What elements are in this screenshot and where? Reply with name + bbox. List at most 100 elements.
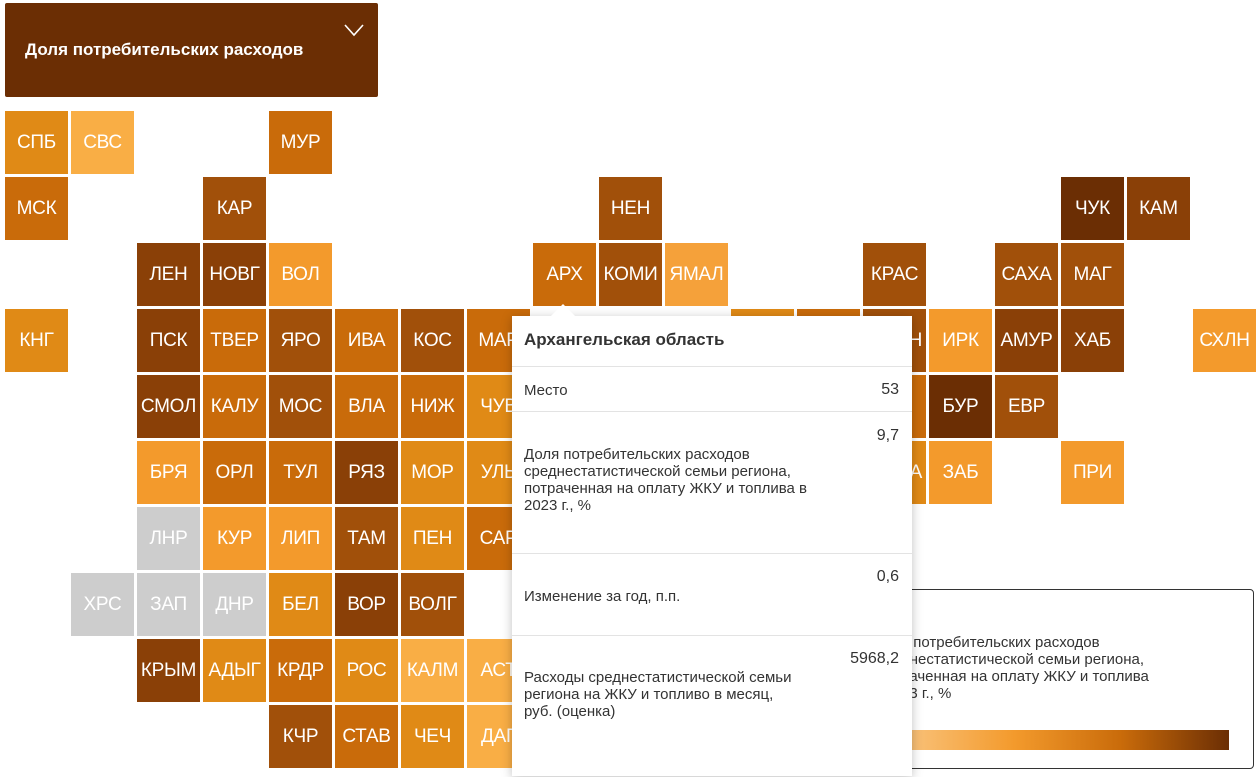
region-tile-ирк[interactable]: ИРК	[929, 309, 992, 372]
region-code: СВС	[83, 131, 122, 153]
region-tile-чук[interactable]: ЧУК	[1061, 177, 1124, 240]
tooltip-value: 0,6	[876, 568, 899, 585]
region-code: ХАБ	[1074, 329, 1111, 351]
region-code: АМУР	[1000, 329, 1053, 351]
region-tile-тул[interactable]: ТУЛ	[269, 441, 332, 504]
region-tile-partial[interactable]: Н	[863, 309, 926, 372]
region-dropdown[interactable]: Доля потребительских расходов	[5, 3, 378, 97]
region-tile-бел[interactable]: БЕЛ	[269, 573, 332, 636]
region-tile-нен[interactable]: НЕН	[599, 177, 662, 240]
region-code: ТУЛ	[283, 461, 318, 483]
tooltip-row-rank: Место 53	[512, 366, 912, 412]
region-tile-лен[interactable]: ЛЕН	[137, 243, 200, 306]
region-tile-мос[interactable]: МОС	[269, 375, 332, 438]
region-code: КАЛМ	[406, 659, 459, 681]
region-tile-хрс[interactable]: ХРС	[71, 573, 134, 636]
region-tile-свс[interactable]: СВС	[71, 111, 134, 174]
region-tile-крас[interactable]: КРАС	[863, 243, 926, 306]
region-code: ЧЕЧ	[413, 725, 452, 747]
tooltip-row-expenses: Расходы среднестатистической семьи регио…	[512, 635, 912, 777]
region-tile-спб[interactable]: СПБ	[5, 111, 68, 174]
region-tile-пен[interactable]: ПЕН	[401, 507, 464, 570]
region-tile-евр[interactable]: ЕВР	[995, 375, 1058, 438]
region-tile-смол[interactable]: СМОЛ	[137, 375, 200, 438]
region-tile-мор[interactable]: МОР	[401, 441, 464, 504]
region-tile-маг[interactable]: МАГ	[1061, 243, 1124, 306]
region-code: СМОЛ	[140, 395, 197, 417]
region-tile-мск[interactable]: МСК	[5, 177, 68, 240]
region-tile-вла[interactable]: ВЛА	[335, 375, 398, 438]
region-tile-вол[interactable]: ВОЛ	[269, 243, 332, 306]
region-code: ИРК	[942, 329, 979, 351]
region-code: ВОЛГ	[408, 593, 457, 615]
region-tile-коми[interactable]: КОМИ	[599, 243, 662, 306]
region-code: А	[909, 461, 923, 483]
region-tile-яро[interactable]: ЯРО	[269, 309, 332, 372]
region-tile-ива[interactable]: ИВА	[335, 309, 398, 372]
region-code: КАР	[216, 197, 253, 219]
region-tile-пск[interactable]: ПСК	[137, 309, 200, 372]
region-tile-бря[interactable]: БРЯ	[137, 441, 200, 504]
region-tile-лип[interactable]: ЛИП	[269, 507, 332, 570]
tooltip-label: Изменение за год, п.п.	[524, 588, 681, 605]
region-code: ДАГ	[481, 725, 516, 747]
region-tile-кос[interactable]: КОС	[401, 309, 464, 372]
region-tile-зап[interactable]: ЗАП	[137, 573, 200, 636]
legend-color-scale	[907, 730, 1229, 750]
region-tile-лнр[interactable]: ЛНР	[137, 507, 200, 570]
region-tile-мур[interactable]: МУР	[269, 111, 332, 174]
region-tile-твер[interactable]: ТВЕР	[203, 309, 266, 372]
region-tile-кнг[interactable]: КНГ	[5, 309, 68, 372]
region-tile-ямал[interactable]: ЯМАЛ	[665, 243, 728, 306]
region-tile-новг[interactable]: НОВГ	[203, 243, 266, 306]
region-code: ОРЛ	[215, 461, 254, 483]
region-tile-крым[interactable]: КРЫМ	[137, 639, 200, 702]
region-code: ЧУК	[1075, 197, 1110, 219]
region-tile-калм[interactable]: КАЛМ	[401, 639, 464, 702]
region-code: КОС	[413, 329, 452, 351]
region-tile-орл[interactable]: ОРЛ	[203, 441, 266, 504]
region-tile-бур[interactable]: БУР	[929, 375, 992, 438]
region-code: ЛНР	[149, 527, 188, 549]
region-code: ТВЕР	[210, 329, 259, 351]
region-tile-вор[interactable]: ВОР	[335, 573, 398, 636]
region-tile-рос[interactable]: РОС	[335, 639, 398, 702]
region-tile-став[interactable]: СТАВ	[335, 705, 398, 768]
region-code: КРЫМ	[140, 659, 197, 681]
region-code: ЯМАЛ	[669, 263, 724, 285]
region-tile-схлн[interactable]: СХЛН	[1193, 309, 1256, 372]
region-tile-волг[interactable]: ВОЛГ	[401, 573, 464, 636]
region-tile-кар[interactable]: КАР	[203, 177, 266, 240]
region-code: ПРИ	[1072, 461, 1113, 483]
region-tile-хаб[interactable]: ХАБ	[1061, 309, 1124, 372]
region-tile-ниж[interactable]: НИЖ	[401, 375, 464, 438]
region-code: МАР	[478, 329, 519, 351]
region-tile-адыг[interactable]: АДЫГ	[203, 639, 266, 702]
region-code: ВОЛ	[281, 263, 320, 285]
region-tile-кур[interactable]: КУР	[203, 507, 266, 570]
region-tile-калу[interactable]: КАЛУ	[203, 375, 266, 438]
region-tile-ряз[interactable]: РЯЗ	[335, 441, 398, 504]
tooltip-label: Расходы среднестатистической семьи регио…	[524, 669, 792, 720]
region-tile-там[interactable]: ТАМ	[335, 507, 398, 570]
region-code: КНГ	[19, 329, 54, 351]
region-tile-кам[interactable]: КАМ	[1127, 177, 1190, 240]
region-tile-саха[interactable]: САХА	[995, 243, 1058, 306]
region-tile-днр[interactable]: ДНР	[203, 573, 266, 636]
region-tile-чеч[interactable]: ЧЕЧ	[401, 705, 464, 768]
region-code: АРХ	[546, 263, 583, 285]
region-tile-кчр[interactable]: КЧР	[269, 705, 332, 768]
region-tile-крдр[interactable]: КРДР	[269, 639, 332, 702]
tooltip-pointer	[551, 304, 575, 316]
region-tile-амур[interactable]: АМУР	[995, 309, 1058, 372]
region-tile-заб[interactable]: ЗАБ	[929, 441, 992, 504]
chevron-down-icon[interactable]	[343, 22, 365, 38]
region-code: ЗАП	[150, 593, 187, 615]
region-tile-partial[interactable]: А	[863, 441, 926, 504]
region-tile-при[interactable]: ПРИ	[1061, 441, 1124, 504]
region-code: ЗАБ	[942, 461, 979, 483]
region-code: Н	[908, 329, 923, 351]
tooltip-value: 9,7	[876, 427, 899, 444]
region-code: СХЛН	[1199, 329, 1250, 351]
region-tile-арх[interactable]: АРХ	[533, 243, 596, 306]
